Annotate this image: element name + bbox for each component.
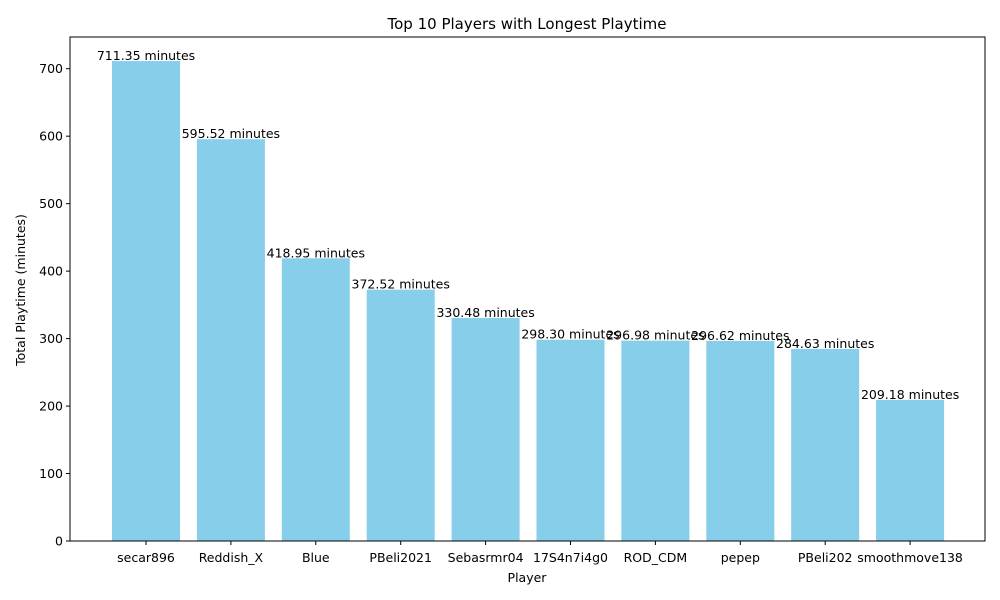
plot-frame xyxy=(69,36,986,542)
y-tick-label: 200 xyxy=(39,399,63,414)
data-label: 595.52 minutes xyxy=(182,126,280,141)
x-tick-label: Reddish_X xyxy=(199,550,264,565)
x-tick-label: secar896 xyxy=(117,550,175,565)
x-tick-label: PBeli2021 xyxy=(369,550,432,565)
data-label: 372.52 minutes xyxy=(352,277,450,292)
bar xyxy=(706,340,775,541)
data-label: 418.95 minutes xyxy=(267,245,365,260)
data-label: 296.98 minutes xyxy=(606,328,704,343)
data-label: 711.35 minutes xyxy=(97,48,195,63)
data-label: 209.18 minutes xyxy=(861,387,959,402)
y-tick-label: 600 xyxy=(39,129,63,144)
x-tick-label: pepep xyxy=(721,550,760,565)
data-label: 298.30 minutes xyxy=(521,327,619,342)
x-axis-label: Player xyxy=(508,570,548,585)
bar xyxy=(451,318,520,541)
y-tick-label: 700 xyxy=(39,61,63,76)
y-tick-label: 300 xyxy=(39,331,63,346)
y-axis-label: Total Playtime (minutes) xyxy=(13,214,28,367)
data-label: 330.48 minutes xyxy=(436,305,534,320)
bar xyxy=(112,61,180,542)
y-tick-label: 500 xyxy=(39,196,63,211)
x-tick-label: 17S4n7i4g0 xyxy=(533,550,608,565)
plot-area: 711.35 minutes 595.52 minutes 418.95 minut… xyxy=(39,36,986,565)
y-tick-label: 400 xyxy=(39,264,63,279)
y-tick-label: 100 xyxy=(39,466,63,481)
data-label: 284.63 minutes xyxy=(776,336,874,351)
chart-title: Top 10 Players with Longest Playtime xyxy=(387,15,667,33)
bar xyxy=(876,399,945,541)
x-tick-label: smoothmove138 xyxy=(857,550,963,565)
bar xyxy=(791,348,860,541)
y-tick-label: 0 xyxy=(55,534,63,549)
bar xyxy=(366,289,435,541)
bar xyxy=(281,258,350,541)
x-tick-label: Blue xyxy=(302,550,330,565)
x-tick-label: Sebasrmr04 xyxy=(448,550,524,565)
data-label: 296.62 minutes xyxy=(691,328,789,343)
bar xyxy=(536,339,605,541)
x-tick-label: PBeli202 xyxy=(798,550,853,565)
x-tick-label: ROD_CDM xyxy=(624,550,688,565)
bar xyxy=(621,340,690,541)
bar xyxy=(196,139,265,541)
